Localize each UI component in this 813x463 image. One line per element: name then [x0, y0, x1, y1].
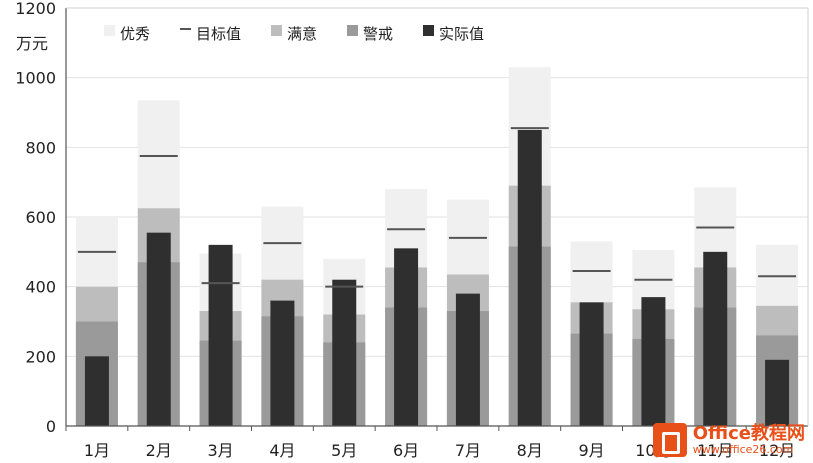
actual-bar: [703, 251, 728, 426]
watermark-title: Office教程网: [692, 422, 805, 444]
x-tick-label: 5月: [331, 441, 357, 460]
actual-bar: [146, 232, 171, 426]
x-tick-label: 8月: [517, 441, 543, 460]
y-tick-label: 1000: [15, 69, 56, 88]
x-tick-label: 12月: [759, 441, 795, 460]
actual-bar: [517, 129, 542, 426]
legend-swatch: [423, 25, 434, 36]
office-logo-icon: [652, 423, 687, 457]
actual-bar: [765, 359, 790, 426]
y-tick-label: 600: [25, 208, 56, 227]
x-tick-label: 2月: [146, 441, 172, 460]
y-tick-label: 800: [25, 138, 56, 157]
actual-bar: [270, 300, 295, 426]
actual-bar: [332, 279, 357, 426]
actual-bar: [579, 302, 604, 426]
legend-label: 警戒: [363, 25, 393, 43]
legend-swatch: [104, 25, 115, 36]
y-tick-labels: 0 200 400 600 800 1000 1200: [15, 0, 56, 436]
actual-bar: [394, 248, 419, 426]
legend-swatch: [347, 25, 358, 36]
y-tick-label: 1200: [15, 0, 56, 18]
x-tick-labels: 1月2月3月4月5月6月7月8月9月10月11月12月: [65, 426, 795, 460]
x-tick-label: 1月: [84, 441, 110, 460]
legend-label: 优秀: [120, 25, 150, 43]
y-tick-label: 200: [25, 347, 56, 366]
x-tick-label: 4月: [269, 441, 295, 460]
x-tick-label: 9月: [578, 441, 604, 460]
actual-bar: [641, 297, 666, 426]
x-tick-label: 3月: [207, 441, 233, 460]
y-tick-label: 400: [25, 278, 56, 297]
watermark: Office教程网 www.office26.com: [652, 422, 805, 457]
x-tick-label: 11月: [697, 441, 733, 460]
actual-bars: [84, 129, 790, 426]
target-markers: [77, 127, 797, 288]
actual-bar: [208, 244, 233, 426]
bands: [75, 67, 799, 426]
y-tick-label: 0: [46, 417, 56, 436]
y-unit-label: 万元: [16, 34, 48, 53]
legend-label: 满意: [287, 25, 317, 43]
legend: 优秀 目标值 满意 警戒 实际值: [104, 25, 484, 43]
x-tick-label: 6月: [393, 441, 419, 460]
legend-swatch: [271, 25, 282, 36]
legend-label: 实际值: [439, 25, 484, 43]
actual-bar: [455, 293, 480, 426]
actual-bar: [84, 356, 109, 426]
x-tick-label: 7月: [455, 441, 481, 460]
watermark-url: www.office26.com: [692, 442, 794, 456]
legend-label: 目标值: [196, 25, 241, 43]
